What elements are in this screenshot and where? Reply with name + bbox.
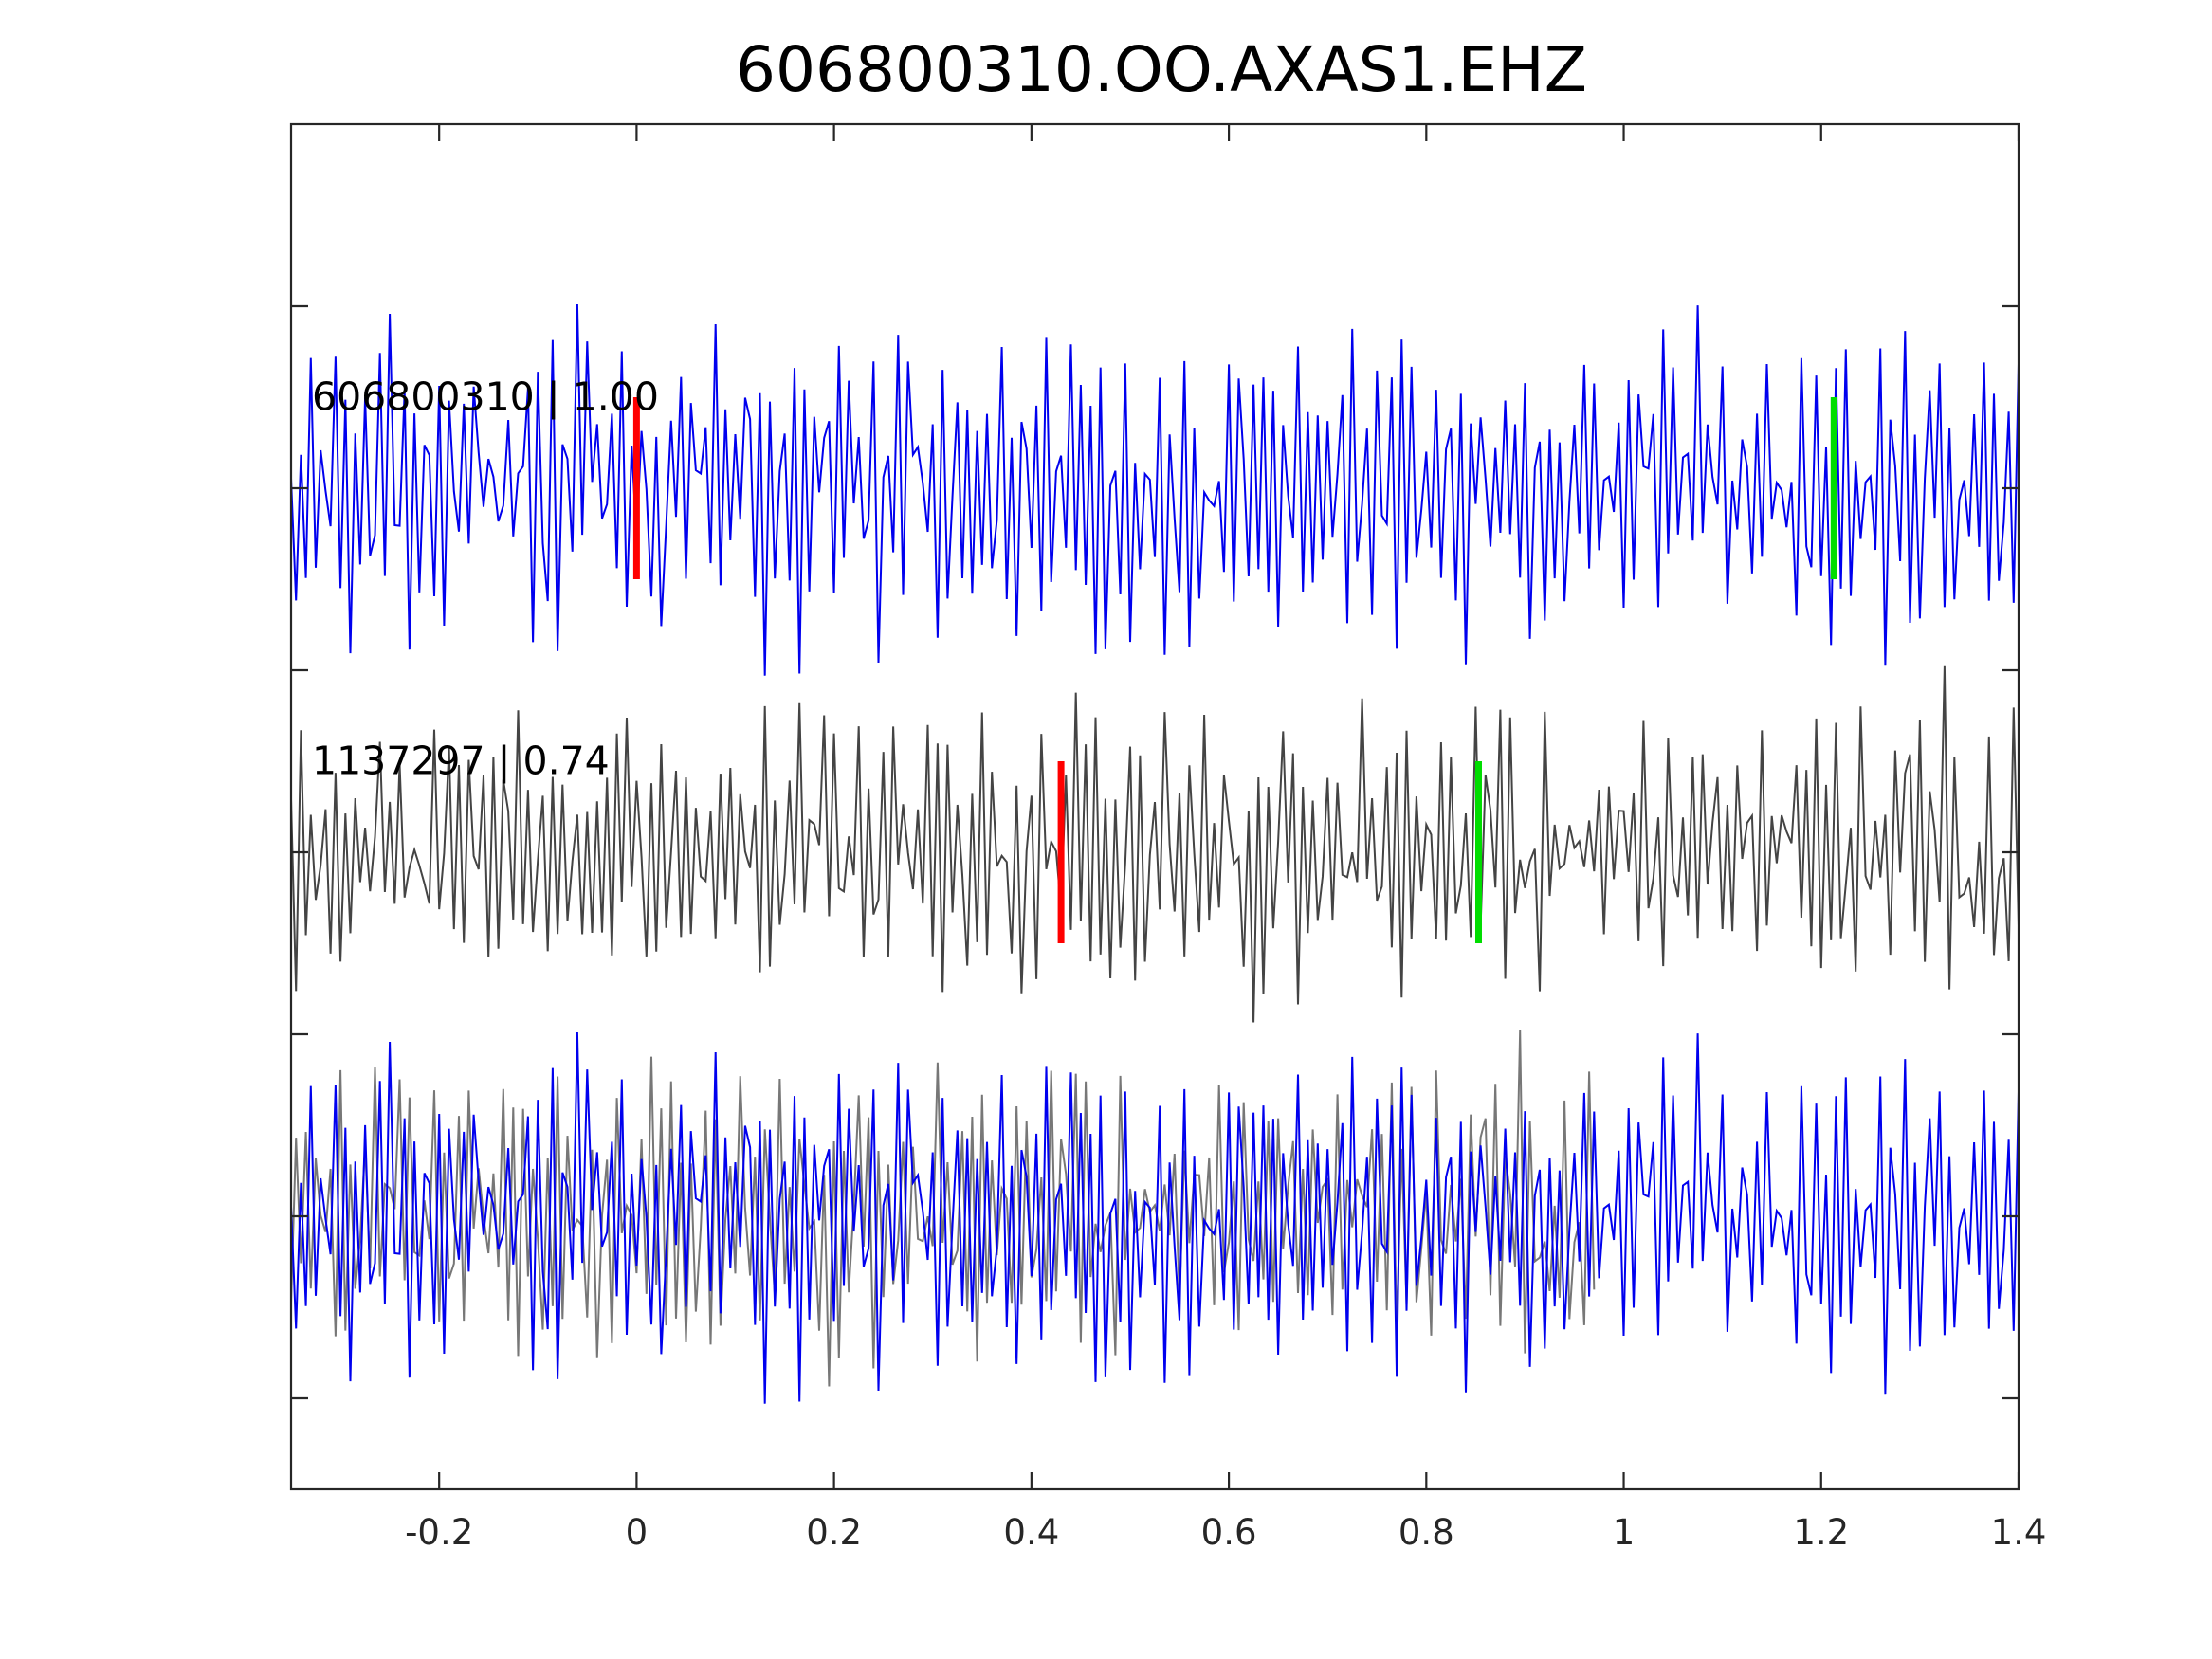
trace-label-trace2: 1137297 | 0.74 xyxy=(312,738,610,783)
x-ticks: -0.2 0 0.2 0.4 0.6 0.8 1 1.2 1.4 xyxy=(405,124,2046,1553)
phase-picks xyxy=(632,397,1837,943)
plot-area: 606800310 | 1.00 1137297 | 0.74 -0.2 0 0.2 0… xyxy=(289,122,2046,1553)
x-tick-label-0: -0.2 xyxy=(405,1512,473,1553)
chart-title: 606800310.OO.AXAS1.EHZ xyxy=(736,33,1587,106)
x-tick-label-4: 0.6 xyxy=(1201,1512,1257,1553)
axes-frame xyxy=(289,122,2020,1491)
y-ticks xyxy=(291,304,2019,1400)
waveform-trace1 xyxy=(290,303,2020,676)
overlay-waveform-trace1 xyxy=(290,1031,2020,1404)
x-tick-label-5: 0.8 xyxy=(1398,1512,1454,1553)
x-tick-label-2: 0.2 xyxy=(806,1512,862,1553)
traces xyxy=(290,303,2020,1404)
x-tick-label-8: 1.4 xyxy=(1991,1512,2047,1553)
x-tick-label-1: 0 xyxy=(626,1512,649,1553)
trace-labels: 606800310 | 1.00 1137297 | 0.74 xyxy=(312,374,659,783)
x-tick-label-7: 1.2 xyxy=(1793,1512,1849,1553)
x-tick-label-3: 0.4 xyxy=(1003,1512,1059,1553)
waveform-trace2 xyxy=(290,665,2020,1023)
trace-label-trace1: 606800310 | 1.00 xyxy=(312,374,659,419)
x-tick-label-6: 1 xyxy=(1613,1512,1636,1553)
overlay-waveform-trace2 xyxy=(290,1030,1596,1387)
